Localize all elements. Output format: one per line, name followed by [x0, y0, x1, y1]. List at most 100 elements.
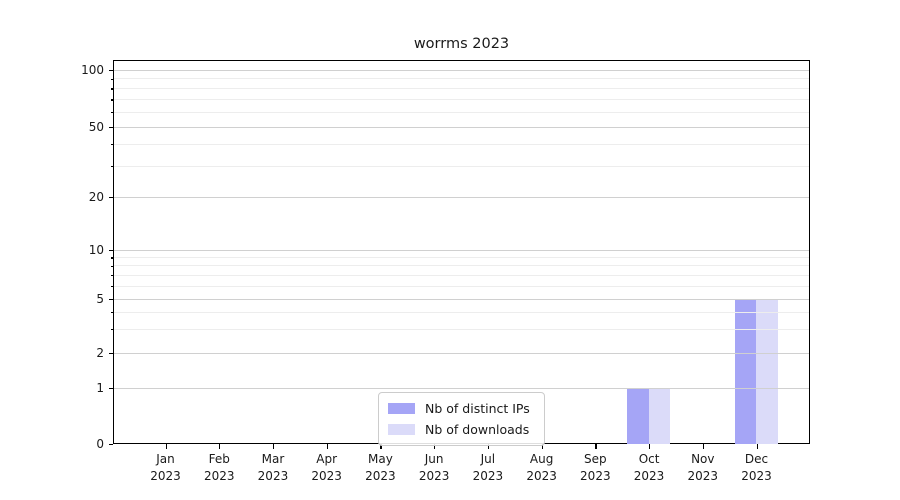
x-label-year: 2023 [472, 469, 504, 483]
y-tick-label-100: 100 [81, 63, 104, 77]
x-label-month: Apr [316, 452, 338, 466]
x-label-month: Jun [424, 452, 444, 466]
y-minor-tick-90 [110, 78, 113, 80]
bar-nb-of-downloads-dec [756, 298, 778, 444]
gridline-minor-70 [114, 98, 809, 100]
y-minor-tick-70 [110, 99, 113, 101]
y-tick-label-1: 1 [96, 381, 104, 395]
gridline-major-100 [114, 69, 809, 71]
x-tick-label-may: May 2023 [348, 451, 412, 485]
gridline-minor-8 [114, 265, 809, 267]
y-minor-tick-6 [110, 286, 113, 288]
x-tick-apr [326, 444, 328, 449]
x-label-year: 2023 [741, 469, 772, 483]
x-label-year: 2023 [418, 469, 450, 483]
x-label-month: Mar [261, 452, 285, 466]
y-tick-100 [108, 70, 113, 72]
gridline-major-5 [114, 298, 809, 300]
x-tick-oct [649, 444, 651, 449]
y-minor-tick-4 [110, 312, 113, 314]
gridline-minor-9 [114, 256, 809, 258]
y-tick-label-2: 2 [96, 346, 104, 360]
x-tick-label-feb: Feb 2023 [187, 451, 251, 485]
x-label-month: Jan [156, 452, 175, 466]
y-minor-tick-8 [110, 265, 113, 267]
x-label-year: 2023 [580, 469, 611, 483]
plot-area [113, 60, 810, 444]
legend-swatch [388, 424, 415, 435]
gridline-minor-3 [114, 328, 809, 330]
legend-swatch [388, 403, 415, 414]
x-tick-sep [595, 444, 597, 449]
gridline-major-50 [114, 126, 809, 128]
x-label-year: 2023 [257, 469, 289, 483]
x-tick-jul [487, 444, 490, 449]
x-tick-label-jun: Jun 2023 [402, 451, 466, 485]
x-tick-nov [702, 444, 704, 449]
legend: Nb of distinct IPs Nb of downloads [378, 392, 545, 446]
y-tick-2 [108, 353, 113, 355]
x-label-month: Nov [691, 452, 715, 466]
x-label-month: May [368, 452, 393, 466]
legend-label: Nb of distinct IPs [425, 401, 530, 416]
y-minor-tick-80 [110, 88, 113, 90]
legend-label: Nb of downloads [425, 422, 530, 437]
y-tick-20 [108, 197, 113, 199]
x-label-month: Oct [638, 452, 660, 466]
gridline-minor-6 [114, 285, 809, 287]
x-tick-jan [165, 444, 167, 449]
y-minor-tick-30 [110, 166, 113, 168]
x-tick-label-jul: Jul 2023 [456, 451, 520, 485]
y-tick-label-0: 0 [96, 437, 104, 451]
x-tick-label-nov: Nov 2023 [671, 451, 735, 485]
x-tick-feb [219, 444, 221, 449]
gridline-minor-30 [114, 165, 809, 167]
chart-title: worrms 2023 [413, 36, 510, 52]
x-label-year: 2023 [687, 469, 719, 483]
gridline-major-2 [114, 352, 809, 354]
gridline-minor-90 [114, 78, 809, 80]
x-label-year: 2023 [365, 469, 396, 483]
y-tick-10 [108, 250, 113, 252]
y-tick-label-5: 5 [96, 292, 104, 306]
x-label-month: Sep [584, 452, 607, 466]
gridline-major-10 [114, 249, 809, 251]
y-minor-tick-9 [110, 257, 113, 259]
y-minor-tick-3 [110, 329, 113, 331]
x-label-year: 2023 [203, 469, 235, 483]
x-tick-aug [541, 444, 543, 449]
legend-item: Nb of distinct IPs [388, 398, 535, 419]
x-tick-label-aug: Aug 2023 [510, 451, 574, 485]
x-label-month: Dec [744, 452, 769, 466]
gridline-minor-80 [114, 87, 809, 89]
x-label-year: 2023 [311, 469, 342, 483]
x-tick-label-oct: Oct 2023 [617, 451, 681, 485]
gridline-minor-7 [114, 274, 809, 276]
x-label-month: Jul [480, 452, 496, 466]
gridline-major-20 [114, 196, 809, 198]
x-tick-label-sep: Sep 2023 [563, 451, 627, 485]
gridline-minor-60 [114, 111, 809, 113]
y-tick-label-50: 50 [88, 120, 104, 134]
gridline-minor-4 [114, 311, 809, 313]
y-minor-tick-60 [110, 112, 113, 114]
x-tick-label-mar: Mar 2023 [241, 451, 305, 485]
gridline-minor-40 [114, 143, 809, 145]
gridline-major-1 [114, 387, 809, 389]
x-tick-label-apr: Apr 2023 [295, 451, 359, 485]
x-tick-label-jan: Jan 2023 [134, 451, 198, 485]
x-label-month: Feb [208, 452, 230, 466]
y-tick-5 [108, 299, 113, 301]
legend-item: Nb of downloads [388, 419, 535, 440]
y-tick-label-10: 10 [88, 243, 104, 257]
y-tick-label-20: 20 [88, 190, 104, 204]
x-tick-jun [434, 444, 436, 449]
x-label-month: Aug [529, 452, 554, 466]
y-tick-0 [108, 444, 113, 446]
x-label-year: 2023 [633, 469, 665, 483]
bar-nb-of-downloads-oct [648, 387, 671, 444]
y-tick-50 [108, 127, 113, 129]
x-label-year: 2023 [150, 469, 181, 483]
x-tick-dec [756, 444, 758, 449]
x-tick-label-dec: Dec 2023 [725, 451, 789, 485]
